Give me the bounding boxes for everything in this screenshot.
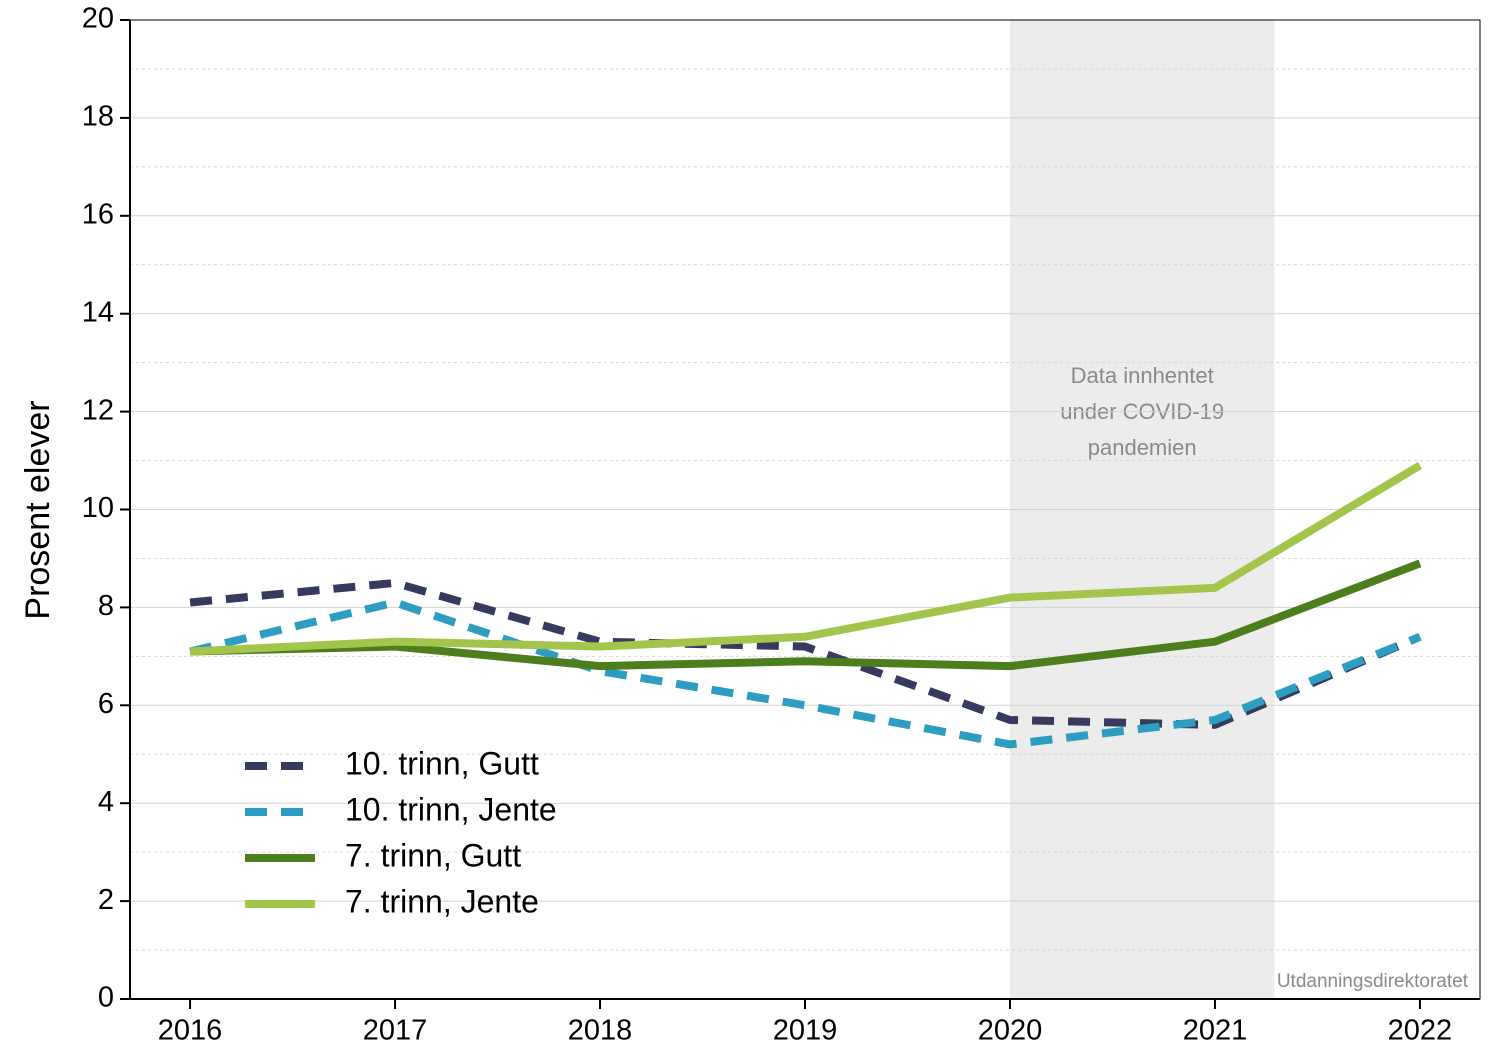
y-tick-label: 2 [98,884,114,916]
y-tick-label: 0 [98,982,114,1014]
y-tick-label: 4 [98,786,114,818]
x-tick-label: 2021 [1183,1015,1248,1047]
y-axis-label: Prosent elever [19,400,57,619]
y-tick-label: 14 [82,296,114,328]
series-line [189,462,1422,656]
source: Kilde: Utdanningsdirektoratet [1224,971,1469,992]
y-tick-label: 10 [82,492,114,524]
legend-label: 7. trinn, Gutt [345,837,521,873]
series-line [189,559,1422,671]
x-tick-label: 2020 [978,1015,1043,1047]
shade-label: pandemien [1088,435,1197,460]
y-tick-label: 8 [98,590,114,622]
y-tick-label: 12 [82,394,114,426]
legend-label: 10. trinn, Jente [345,791,557,827]
y-tick-label: 20 [82,3,114,35]
x-tick-label: 2019 [773,1015,838,1047]
legend-label: 10. trinn, Gutt [345,745,539,781]
series-line [189,578,1422,729]
x-tick-label: 2018 [568,1015,633,1047]
series-line [189,598,1422,749]
legend-label: 7. trinn, Jente [345,883,539,919]
y-tick-label: 18 [82,101,114,133]
y-tick-label: 16 [82,198,114,230]
x-tick-label: 2022 [1388,1015,1453,1047]
x-tick-label: 2017 [363,1015,428,1047]
x-tick-label: 2016 [158,1015,223,1047]
y-tick-label: 6 [98,688,114,720]
shade-label: Data innhentet [1071,363,1214,388]
